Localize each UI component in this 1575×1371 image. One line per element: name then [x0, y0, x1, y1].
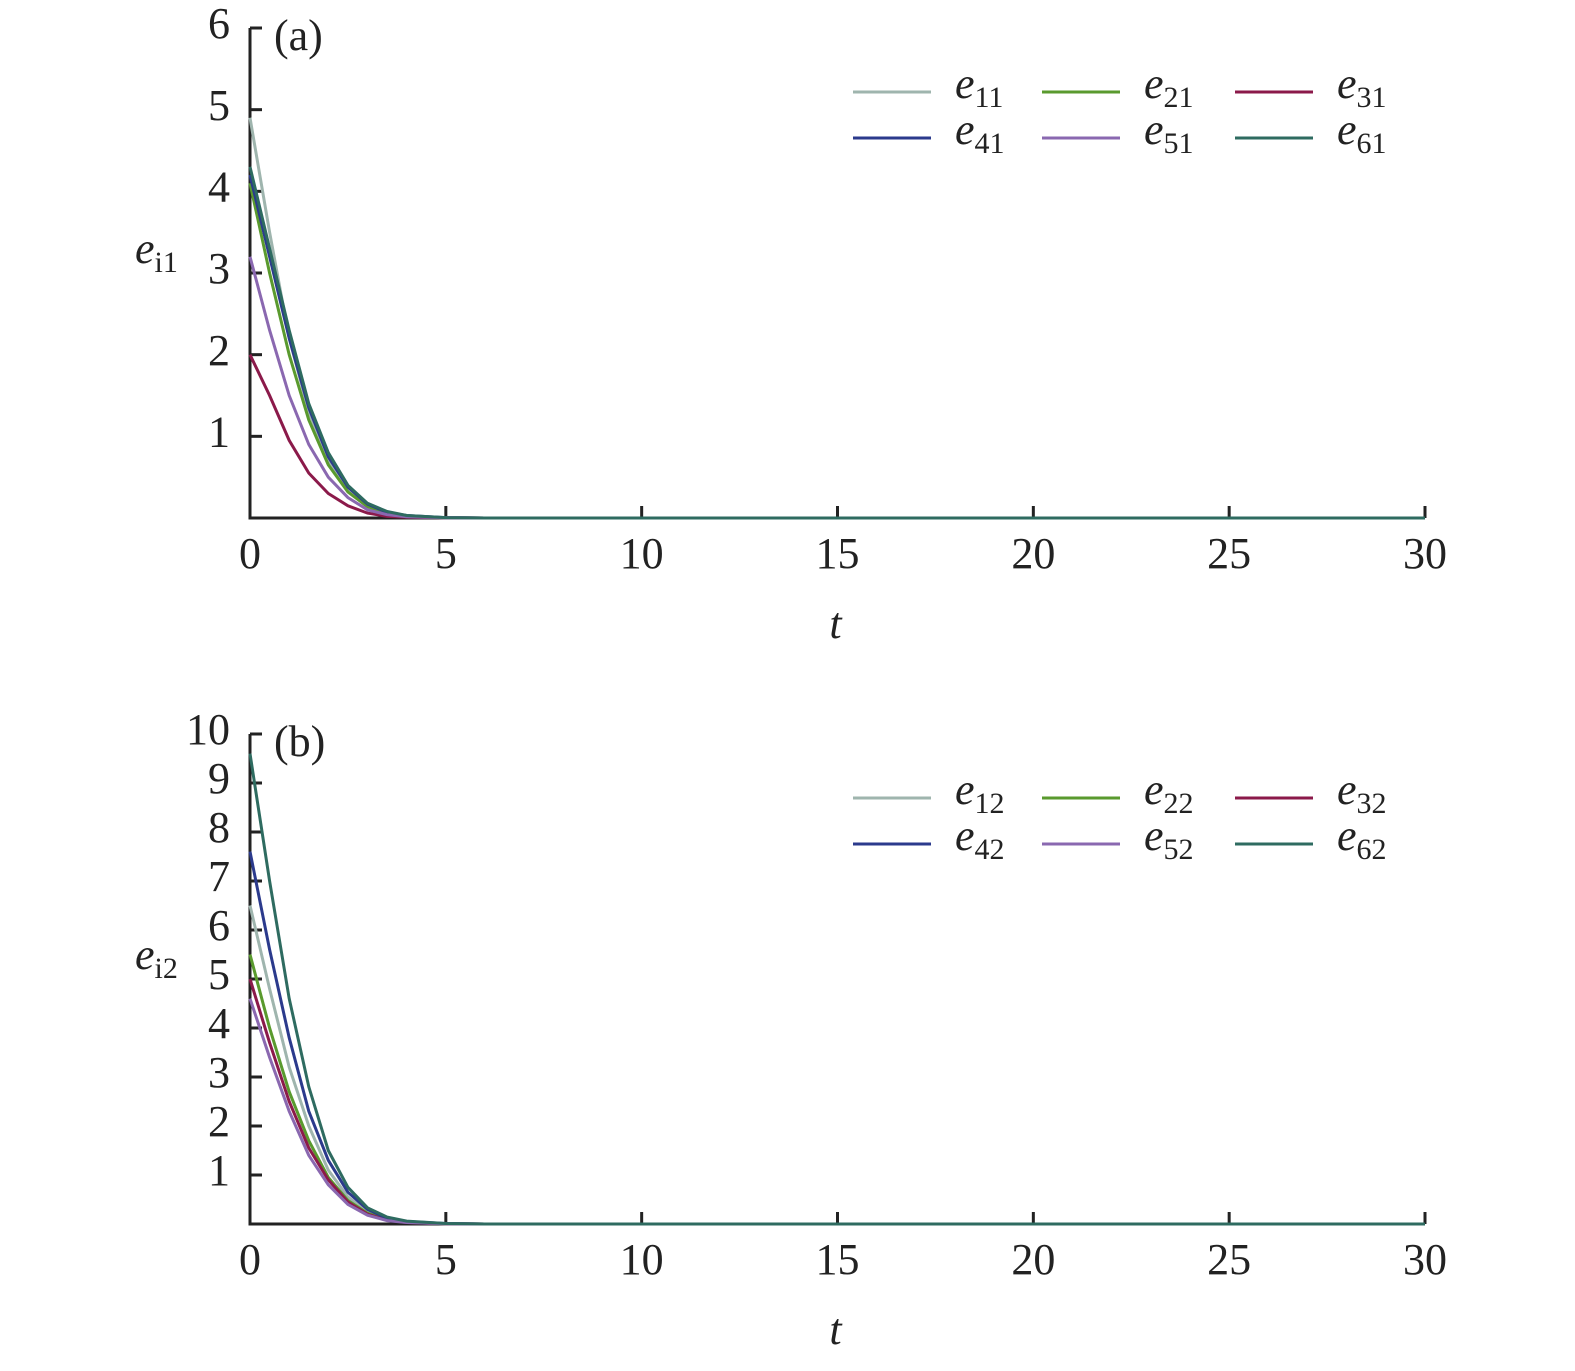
- series-line: [248, 354, 1425, 520]
- series-line: [248, 117, 1425, 520]
- x-tick-label: 25: [1207, 529, 1251, 578]
- x-tick-label: 20: [1011, 1235, 1055, 1284]
- y-tick-label: 8: [208, 803, 230, 852]
- x-tick-label: 0: [239, 1235, 261, 1284]
- legend-label: e11: [955, 59, 1003, 114]
- series-line: [248, 978, 1425, 1226]
- y-tick-label: 3: [208, 244, 230, 293]
- x-tick-label: 25: [1207, 1235, 1251, 1284]
- x-tick-label: 10: [620, 1235, 664, 1284]
- x-tick-label: 5: [435, 529, 457, 578]
- x-tick-label: 10: [620, 529, 664, 578]
- x-tick-label: 15: [816, 529, 860, 578]
- series-line: [248, 753, 1425, 1226]
- series-line: [248, 905, 1425, 1226]
- y-tick-label: 6: [208, 0, 230, 48]
- series-line: [248, 174, 1425, 520]
- legend-label: e62: [1337, 811, 1387, 866]
- legend-label: e42: [955, 811, 1005, 866]
- series-line: [248, 954, 1425, 1226]
- y-tick-label: 1: [208, 407, 230, 456]
- legend-label: e22: [1144, 765, 1194, 820]
- legend-label: e31: [1337, 59, 1387, 114]
- legend-label: e61: [1337, 105, 1387, 160]
- y-tick-label: 1: [208, 1146, 230, 1195]
- series-line: [248, 998, 1425, 1226]
- x-tick-label: 0: [239, 529, 261, 578]
- series-line: [248, 182, 1425, 520]
- series-line: [248, 166, 1425, 520]
- axes: [248, 28, 1425, 520]
- legend-label: e12: [955, 765, 1005, 820]
- y-tick-label: 4: [208, 999, 230, 1048]
- x-tick-label: 20: [1011, 529, 1055, 578]
- y-axis-label: ei2: [135, 930, 178, 985]
- x-tick-label: 30: [1403, 529, 1447, 578]
- y-tick-label: 3: [208, 1048, 230, 1097]
- panel-label: (a): [274, 11, 323, 60]
- legend-label: e41: [955, 105, 1005, 160]
- axes: [248, 734, 1425, 1226]
- y-tick-label: 5: [208, 950, 230, 999]
- x-axis-label: t: [829, 599, 843, 648]
- x-tick-label: 5: [435, 1235, 457, 1284]
- legend-label: e51: [1144, 105, 1194, 160]
- legend-label: e32: [1337, 765, 1387, 820]
- series-line: [248, 851, 1425, 1226]
- series-line: [248, 256, 1425, 520]
- y-axis-label: ei1: [135, 224, 178, 279]
- y-tick-label: 5: [208, 81, 230, 130]
- y-tick-label: 10: [186, 705, 230, 754]
- panel-label: (b): [274, 717, 325, 766]
- y-tick-label: 6: [208, 901, 230, 950]
- y-tick-label: 2: [208, 326, 230, 375]
- x-axis-label: t: [829, 1305, 843, 1354]
- legend-label: e21: [1144, 59, 1194, 114]
- x-tick-label: 15: [816, 1235, 860, 1284]
- y-tick-label: 7: [208, 852, 230, 901]
- y-tick-label: 9: [208, 754, 230, 803]
- y-tick-label: 2: [208, 1097, 230, 1146]
- legend-label: e52: [1144, 811, 1194, 866]
- x-tick-label: 30: [1403, 1235, 1447, 1284]
- y-tick-label: 4: [208, 162, 230, 211]
